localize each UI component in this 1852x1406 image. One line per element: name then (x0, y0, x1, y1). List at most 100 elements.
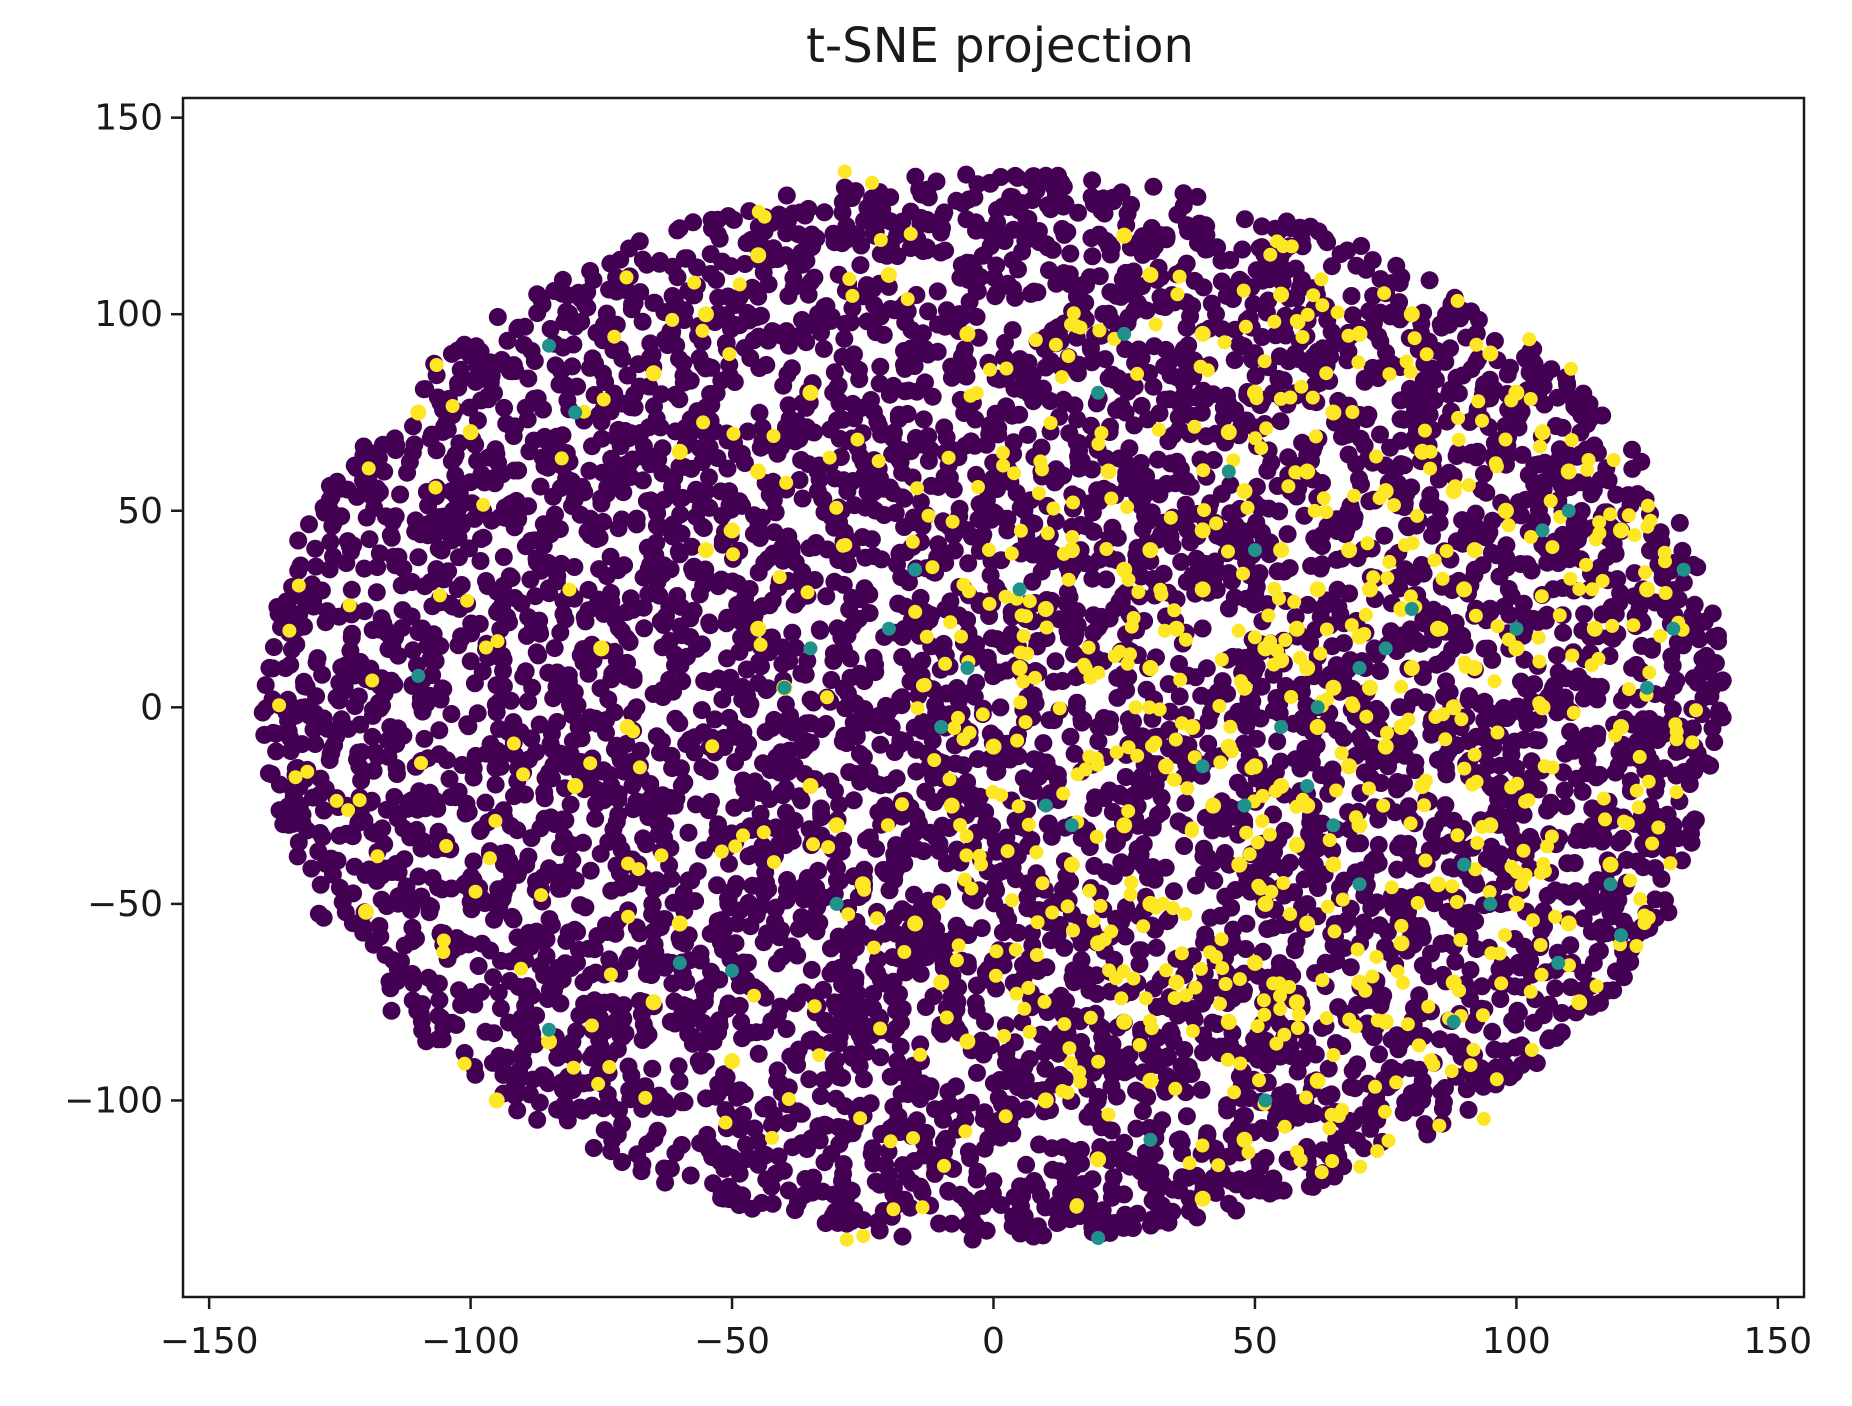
point-class-0 (1032, 1025, 1051, 1044)
point-class-0 (584, 1139, 603, 1157)
point-class-0 (1561, 722, 1580, 741)
point-class-0 (1703, 604, 1722, 623)
point-class-0 (1008, 1189, 1027, 1208)
point-class-0 (1040, 261, 1058, 280)
point-class-0 (1252, 217, 1271, 236)
point-class-0 (633, 1031, 652, 1049)
point-class-0 (752, 657, 770, 676)
point-class-0 (750, 403, 769, 422)
point-class-0 (571, 896, 590, 915)
point-class-0 (1343, 1061, 1362, 1080)
point-class-0 (405, 435, 424, 454)
point-class-0 (500, 971, 519, 990)
point-class-0 (503, 907, 522, 926)
point-class-0 (592, 494, 611, 513)
point-class-0 (1650, 529, 1668, 548)
point-class-0 (963, 1230, 982, 1249)
point-class-0 (1673, 541, 1692, 560)
point-class-0 (259, 764, 278, 783)
point-class-0 (817, 587, 836, 606)
point-class-0 (1542, 360, 1561, 379)
point-class-0 (1642, 637, 1661, 656)
point-class-0 (1648, 715, 1667, 734)
point-class-0 (1688, 673, 1707, 692)
point-class-0 (352, 771, 371, 790)
point-class-0 (1164, 882, 1183, 901)
point-class-0 (750, 359, 769, 378)
point-class-0 (1574, 909, 1593, 928)
point-class-0 (893, 648, 912, 666)
point-class-0 (449, 548, 468, 567)
point-class-0 (446, 466, 465, 485)
point-class-0 (602, 993, 621, 1011)
point-class-0 (1174, 184, 1193, 203)
point-class-0 (634, 829, 653, 848)
point-class-0 (694, 979, 713, 998)
point-class-0 (1561, 936, 1580, 955)
point-class-0 (1104, 1168, 1123, 1187)
point-class-0 (871, 1048, 890, 1067)
point-class-0 (388, 765, 406, 783)
point-class-0 (289, 561, 308, 580)
point-class-0 (1485, 332, 1504, 350)
point-class-0 (588, 927, 607, 945)
point-class-0 (1044, 672, 1063, 691)
point-class-0 (1034, 734, 1053, 753)
point-class-0 (1503, 1011, 1522, 1030)
point-class-0 (635, 619, 654, 638)
point-class-0 (1381, 438, 1400, 457)
point-class-0 (1635, 818, 1654, 837)
point-class-0 (308, 649, 327, 668)
point-class-0 (1003, 321, 1022, 340)
point-class-0 (796, 1170, 815, 1188)
point-class-0 (627, 515, 646, 534)
point-class-0 (749, 674, 768, 693)
point-class-0 (1082, 187, 1101, 206)
point-class-0 (508, 1101, 527, 1120)
point-class-0 (1137, 301, 1156, 320)
point-class-0 (1516, 490, 1535, 509)
point-class-0 (1003, 406, 1022, 425)
point-class-0 (581, 861, 600, 880)
point-class-0 (989, 425, 1008, 444)
point-class-0 (519, 497, 538, 516)
point-class-0 (644, 922, 663, 941)
point-class-0 (864, 648, 883, 667)
point-class-0 (1374, 986, 1393, 1005)
point-class-0 (1462, 360, 1481, 379)
point-class-0 (1089, 732, 1108, 751)
point-class-0 (392, 952, 410, 971)
point-class-0 (1201, 908, 1220, 927)
point-class-0 (1322, 322, 1341, 341)
point-class-0 (561, 795, 580, 814)
point-class-0 (987, 284, 1006, 303)
point-class-0 (730, 316, 749, 335)
point-class-0 (1170, 654, 1188, 673)
point-class-0 (893, 999, 912, 1018)
point-class-0 (701, 265, 720, 283)
point-class-0 (311, 875, 330, 894)
point-class-0 (855, 579, 874, 598)
point-class-0 (642, 966, 661, 985)
point-class-0 (584, 270, 603, 289)
point-class-0 (1280, 559, 1299, 578)
point-class-0 (1235, 210, 1254, 229)
point-class-0 (1709, 632, 1728, 651)
point-class-0 (1168, 452, 1186, 471)
point-class-0 (345, 697, 364, 716)
point-class-0 (1623, 440, 1641, 459)
point-class-0 (845, 345, 863, 364)
point-class-0 (1056, 194, 1075, 213)
point-class-0 (1409, 1081, 1428, 1100)
point-class-0 (1108, 688, 1127, 707)
point-class-0 (708, 917, 727, 936)
point-class-0 (489, 983, 508, 1002)
point-class-0 (835, 329, 854, 348)
point-class-0 (1378, 923, 1397, 941)
point-class-0 (289, 531, 308, 550)
point-class-0 (730, 996, 749, 1015)
point-class-0 (1101, 283, 1120, 302)
point-class-0 (1127, 1119, 1146, 1138)
point-class-0 (974, 1045, 993, 1064)
